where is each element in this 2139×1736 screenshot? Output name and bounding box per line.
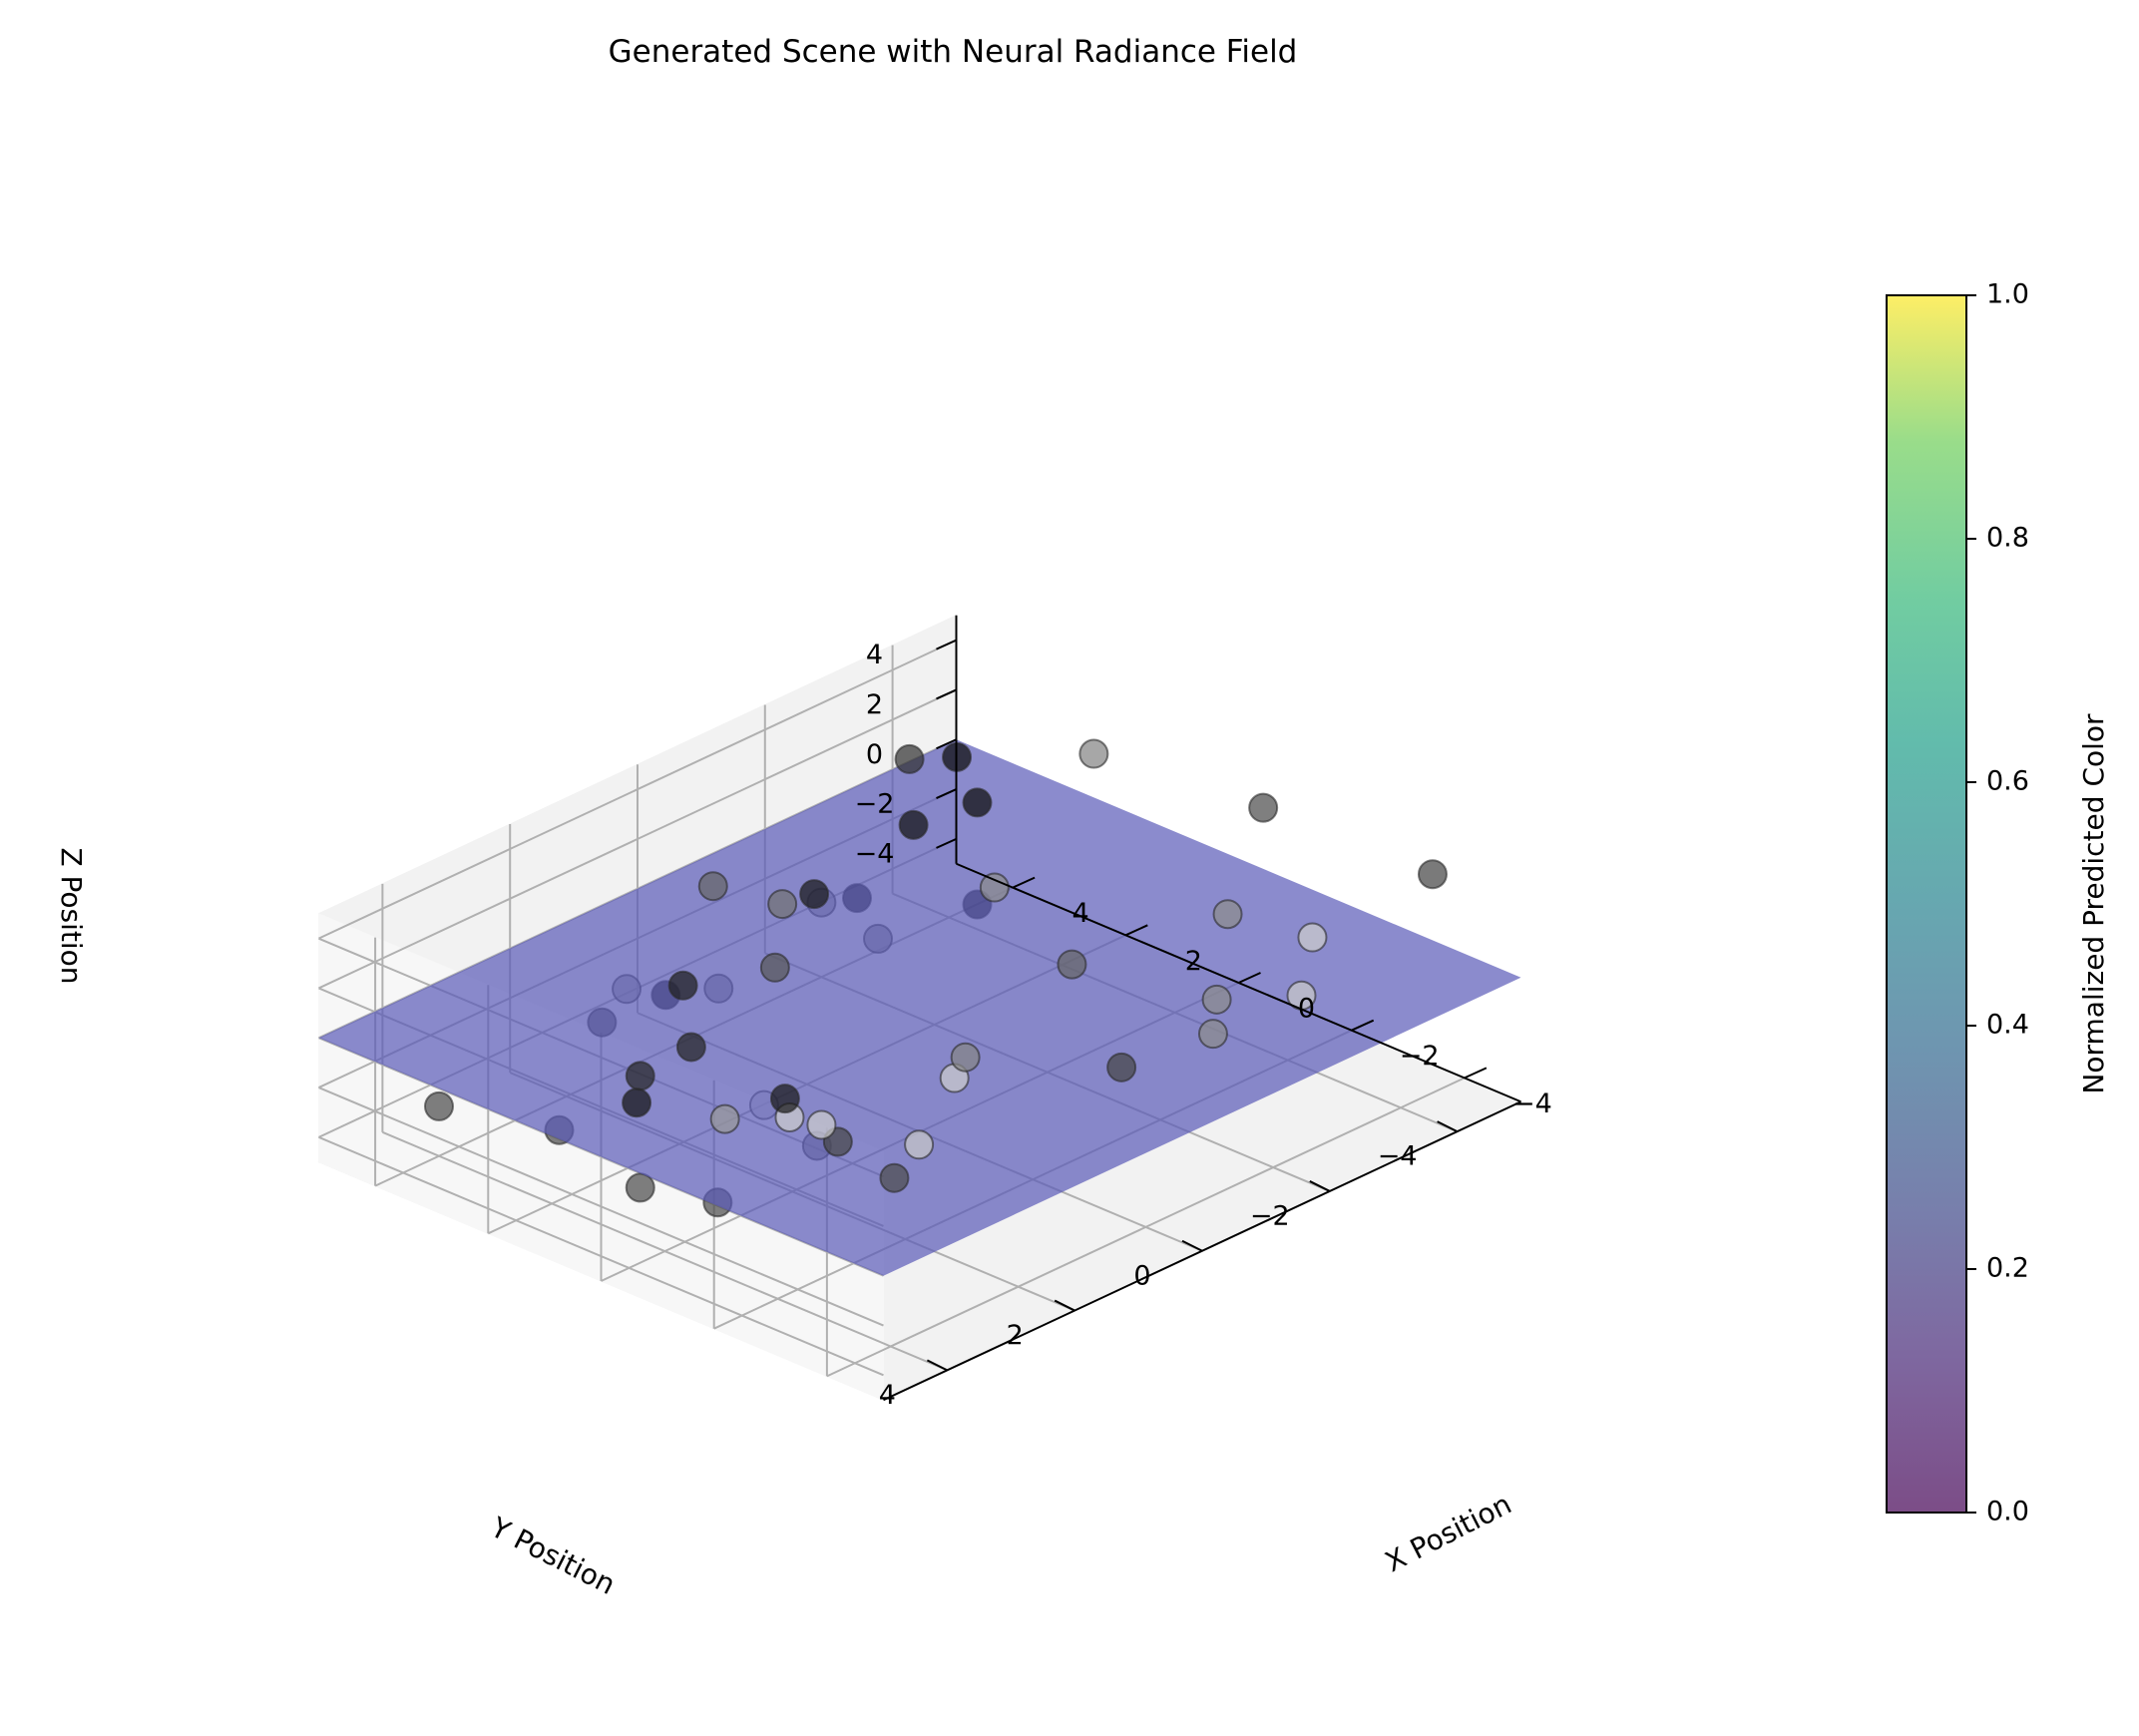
scatter-point [1197,1019,1228,1050]
scatter-point [979,872,1010,903]
scatter-point [667,970,698,1001]
grid-line-y-floor [382,1130,948,1372]
scatter-point [1212,899,1243,930]
scatter-point [806,1109,837,1140]
axes: −4 −2 0 2 4 −4 −2 0 2 4 −4 −2 0 2 4 [855,615,1552,1411]
z-tick-label: −4 [855,838,895,869]
colorbar-tick-label: 0.6 [1986,766,2029,797]
x-tick [1351,1019,1375,1032]
z-tick [936,788,957,799]
chart-title: Generated Scene with Neural Radiance Fie… [609,34,1298,70]
y-tick [1181,1239,1203,1252]
scatter-point [1057,949,1087,980]
colorbar-tick-label: 0.4 [1986,1010,2029,1041]
y-tick-label: 4 [879,1380,896,1411]
grid-line-z-right [318,1135,884,1377]
grid-line-z-left [318,639,957,940]
scatter-point [767,889,798,920]
x-tick-label: 0 [1298,994,1315,1025]
x-tick-label: −2 [1400,1041,1440,1072]
z-tick [936,738,957,750]
colorbar [1886,294,1967,1514]
scatter-point [675,1032,706,1063]
x-tick [1238,972,1261,984]
scatter-point [799,879,830,910]
scatter-point [1201,984,1232,1015]
colorbar-tick-label: 0.2 [1986,1253,2029,1284]
y-tick [926,1359,948,1372]
scatter-point [898,809,929,840]
scatter-point [625,1172,655,1203]
y-tick-label: 0 [1133,1260,1150,1291]
y-tick-label: 2 [1007,1320,1024,1351]
points-in-front-of-surface [622,738,1448,1193]
y-tick [1437,1120,1459,1133]
x-tick-label: 4 [1072,898,1089,929]
z-tick-label: 0 [866,739,883,770]
x-tick [1124,924,1148,937]
scatter-point [769,1084,800,1114]
colorbar-label: Normalized Predicted Color [2077,713,2110,1094]
scatter-point [759,952,790,983]
y-tick [1309,1180,1331,1192]
scatter-point [1106,1052,1137,1083]
colorbar-tick-label: 0.0 [1986,1497,2029,1527]
scatter-point [1248,792,1279,823]
z-tick-label: 4 [866,640,883,670]
z-tick-label: −2 [855,789,895,820]
x-tick [1464,1067,1488,1080]
radiance-surface [318,739,1521,1276]
scatter-point [1417,859,1448,890]
x-tick-label: 2 [1185,946,1202,977]
scatter-point [1078,738,1109,769]
scatter-point [962,787,993,818]
colorbar-tick-label: 0.8 [1986,523,2029,554]
scatter-point [894,743,925,774]
scatter-point [1297,922,1328,953]
z-tick [936,837,957,849]
scatter-point [622,1087,652,1118]
scatter-point [950,1042,981,1073]
scatter-point [424,1090,454,1121]
scatter-point [697,871,728,902]
z-tick [936,688,957,700]
z-tick [936,639,957,651]
y-tick [1054,1299,1075,1312]
x-tick-label: −4 [1512,1088,1552,1119]
x-tick [1012,876,1036,889]
scatter-point [709,1103,740,1134]
scatter-point [904,1129,935,1160]
grid-line-z-left [318,688,957,990]
scatter-point [879,1162,910,1193]
z-tick-label: 2 [866,689,883,720]
colorbar-ticks: 0.0 0.2 0.4 0.6 0.8 1.0 [1966,279,2029,1527]
colorbar-tick-label: 1.0 [1986,279,2029,310]
grid-line-z-right [318,1086,884,1327]
z-axis-label: Z Position [55,847,88,984]
y-tick-label: −4 [1378,1141,1418,1172]
y-tick-label: −2 [1250,1200,1290,1231]
scatter-point [625,1061,655,1091]
